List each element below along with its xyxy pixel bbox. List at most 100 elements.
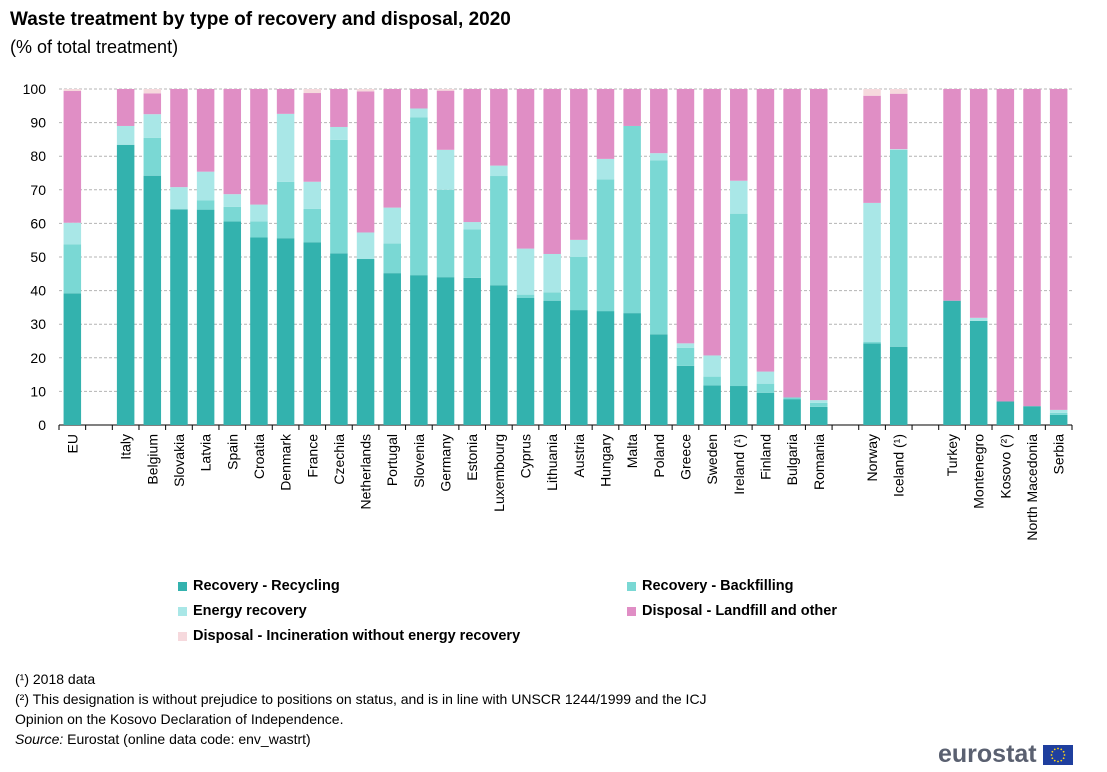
bar-segment xyxy=(303,181,321,209)
bar-segment xyxy=(303,89,321,94)
x-tick-label: Denmark xyxy=(278,433,294,491)
flag-star xyxy=(1050,753,1053,756)
bar-segment xyxy=(356,91,375,233)
source-text: Eurostat (online data code: env_wastrt) xyxy=(63,731,311,747)
legend-item-incineration: Disposal - Incineration without energy r… xyxy=(178,628,520,644)
bar-segment xyxy=(596,179,615,312)
footnote-1: (¹) 2018 data xyxy=(15,671,96,687)
bar-segment xyxy=(703,376,721,386)
bar-segment xyxy=(863,202,881,343)
bar-segment xyxy=(436,89,455,91)
bar-segment xyxy=(490,89,508,166)
bar-segment xyxy=(570,89,588,240)
flag-star xyxy=(1059,759,1062,762)
bar-segment xyxy=(223,89,242,195)
x-tick-label: Latvia xyxy=(198,434,214,472)
bar-segment xyxy=(250,89,268,205)
x-tick-label: France xyxy=(304,434,320,478)
flag-star xyxy=(1056,747,1059,749)
bar-segment xyxy=(756,383,775,393)
bar-segment xyxy=(490,176,508,286)
x-tick-label: Greece xyxy=(677,434,693,480)
x-tick-label: Slovakia xyxy=(171,434,187,487)
bar-segment xyxy=(1049,409,1068,413)
bar-segment xyxy=(1049,89,1068,410)
bar-segment xyxy=(463,229,481,278)
footnote-2-continued: Opinion on the Kosovo Declaration of Ind… xyxy=(15,711,344,727)
eurostat-logo: eurostat xyxy=(938,740,1073,769)
legend-swatch xyxy=(627,581,636,591)
bar-segment xyxy=(703,355,721,377)
bar-segment xyxy=(436,277,455,425)
bar-segment xyxy=(730,89,748,181)
source-line: Source: Eurostat (online data code: env_… xyxy=(15,729,707,749)
bar-segment xyxy=(543,89,561,254)
legend-item-landfill: Disposal - Landfill and other xyxy=(627,603,837,619)
bar-segment xyxy=(570,257,588,311)
bar-segment xyxy=(223,206,242,222)
bar-segment xyxy=(889,149,908,347)
bar-segment xyxy=(516,297,535,425)
x-tick-label: Austria xyxy=(571,434,587,478)
legend-swatch xyxy=(178,581,187,591)
bar-segment xyxy=(703,385,721,425)
x-tick-label: Kosovo (²) xyxy=(997,434,1013,499)
x-tick-label: Spain xyxy=(224,434,240,470)
bar-segment xyxy=(143,137,162,176)
bar-segment xyxy=(63,222,82,245)
x-tick-label: Bulgaria xyxy=(784,434,800,486)
bar-segment xyxy=(889,149,908,150)
flag-star xyxy=(1053,759,1056,762)
bar-segment xyxy=(170,187,188,210)
bar-segment xyxy=(170,89,188,188)
logo-text: eurostat xyxy=(938,740,1037,768)
bar-segment xyxy=(889,93,908,150)
bar-segment xyxy=(356,232,375,260)
bar-segment xyxy=(410,275,428,425)
legend-swatch xyxy=(627,606,636,616)
bar-segment xyxy=(810,400,828,403)
bar-segment xyxy=(330,139,348,254)
bar-segment xyxy=(250,237,268,425)
bar-segment xyxy=(623,313,641,425)
bar-segment xyxy=(490,165,508,177)
bar-segment xyxy=(676,89,695,344)
bar-segment xyxy=(276,89,295,114)
bar-segment xyxy=(63,293,82,425)
x-tick-label: Norway xyxy=(864,434,880,481)
bar-segment xyxy=(596,89,615,159)
x-tick-label: Portugal xyxy=(384,434,400,486)
x-tick-label: Sweden xyxy=(704,434,720,485)
x-tick-label: EU xyxy=(64,434,80,453)
bar-segment xyxy=(543,253,561,293)
bar-segment xyxy=(196,89,215,172)
bar-segment xyxy=(969,89,988,318)
bar-segment xyxy=(410,117,428,276)
bar-segment xyxy=(783,397,801,400)
bar-segment xyxy=(170,209,188,425)
bar-segment xyxy=(330,89,348,127)
bar-segment xyxy=(650,89,668,154)
x-tick-label: Poland xyxy=(651,434,667,478)
y-tick-label: 0 xyxy=(38,417,46,433)
bar-segment xyxy=(543,292,561,301)
flag-star xyxy=(1062,756,1065,759)
bar-segment xyxy=(810,89,828,401)
bar-segment xyxy=(810,402,828,407)
y-tick-label: 70 xyxy=(30,182,46,198)
y-tick-label: 10 xyxy=(30,383,46,399)
y-tick-label: 30 xyxy=(30,316,46,332)
bar-segment xyxy=(1049,414,1068,425)
flag-star xyxy=(1059,747,1062,750)
bar-segment xyxy=(410,89,428,109)
eu-flag-icon xyxy=(1042,744,1073,765)
legend-label: Disposal - Incineration without energy r… xyxy=(193,628,521,644)
bar-segment xyxy=(730,213,748,387)
bar-segment xyxy=(143,93,162,115)
bar-segment xyxy=(196,200,215,210)
x-tick-label: Croatia xyxy=(251,434,267,479)
bar-segment xyxy=(436,189,455,278)
y-tick-label: 80 xyxy=(30,148,46,164)
bar-segment xyxy=(276,238,295,425)
flag-star xyxy=(1062,750,1065,753)
